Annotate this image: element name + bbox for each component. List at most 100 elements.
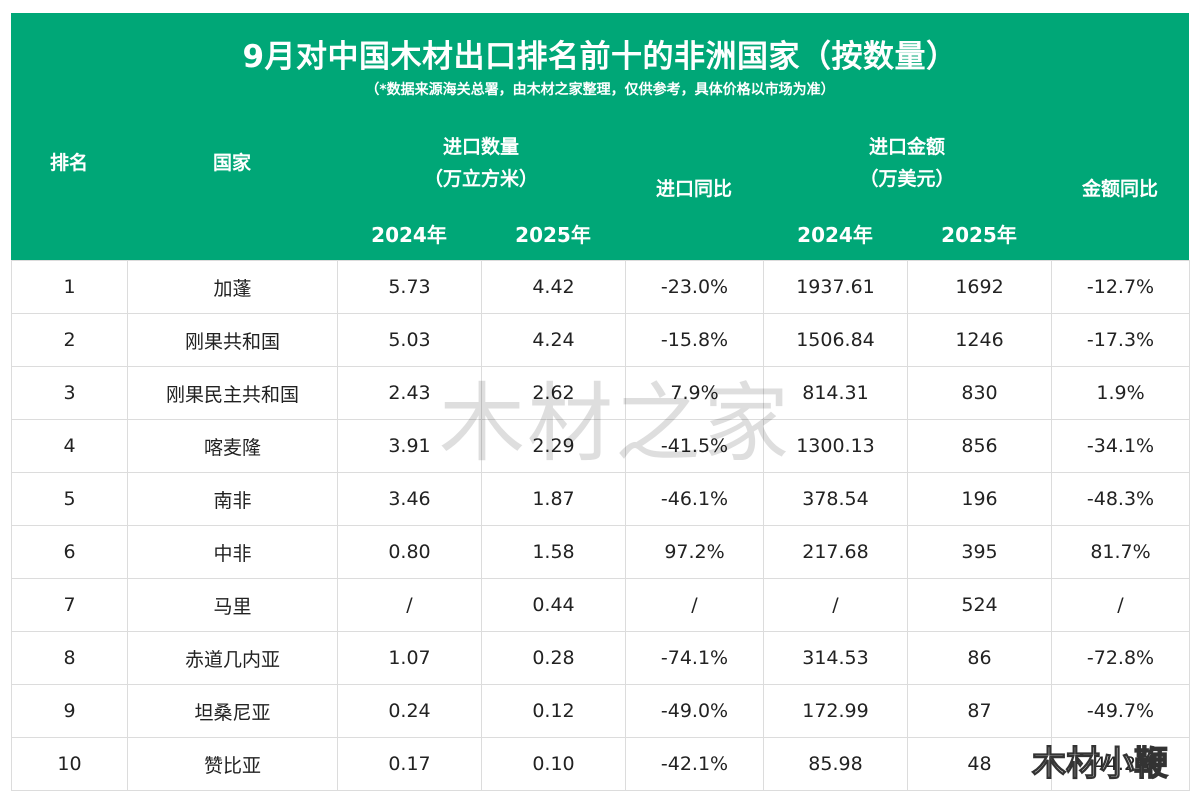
cell-qty-yoy: -74.1% <box>625 631 764 685</box>
cell-country: 喀麦隆 <box>127 419 338 473</box>
cell-amt-2025: 196 <box>907 472 1052 526</box>
cell-amt-yoy: -48.3% <box>1051 472 1190 526</box>
cell-qty-yoy: 7.9% <box>625 366 764 420</box>
header-amt-2024: 2024年 <box>797 223 873 247</box>
data-table: 1 加蓬 5.73 4.42 -23.0% 1937.61 1692 -12.7% 2 刚果共和国… <box>11 260 1190 791</box>
cell-rank: 6 <box>11 525 128 579</box>
cell-qty-2025: 2.62 <box>481 366 626 420</box>
cell-rank: 5 <box>11 472 128 526</box>
page-title: 9月对中国木材出口排名前十的非洲国家（按数量） <box>242 39 958 75</box>
cell-amt-2025: 48 <box>907 737 1052 791</box>
cell-country: 赤道几内亚 <box>127 631 338 685</box>
cell-qty-2024: / <box>337 578 482 632</box>
cell-country: 赞比亚 <box>127 737 338 791</box>
table-row: 7 马里/0.44//524/ <box>11 578 1190 632</box>
cell-qty-2025: 1.58 <box>481 525 626 579</box>
table-body: 1 加蓬 5.73 4.42 -23.0% 1937.61 1692 -12.7% 2 刚果共和国… <box>11 260 1190 791</box>
cell-country: 马里 <box>127 578 338 632</box>
cell-amt-2024: 314.53 <box>763 631 908 685</box>
table-row: 6 中非 0.80 1.58 97.2% 217.68 395 81.7% <box>11 525 1190 579</box>
cell-rank: 7 <box>11 578 128 632</box>
cell-amt-yoy: -44.2% <box>1051 737 1190 791</box>
cell-qty-2025: 0.12 <box>481 684 626 738</box>
header-import-amount: 进口金额 <box>868 136 945 158</box>
table-row: 10 赞比亚 0.17 0.10 -42.1% 85.98 48 -44.2% <box>11 737 1190 791</box>
cell-amt-2024: 378.54 <box>763 472 908 526</box>
table-row: 1 加蓬 5.73 4.42 -23.0% 1937.61 1692 -12.7% <box>11 260 1190 314</box>
cell-qty-2024: 3.91 <box>337 419 482 473</box>
cell-amt-2024: 217.68 <box>763 525 908 579</box>
header-qty-2024: 2024年 <box>371 223 447 247</box>
cell-amt-yoy: / <box>1051 578 1190 632</box>
cell-qty-yoy: -23.0% <box>625 260 764 314</box>
header-amount-yoy: 金额同比 <box>1081 178 1158 200</box>
cell-amt-2024: 814.31 <box>763 366 908 420</box>
cell-qty-2025: 2.29 <box>481 419 626 473</box>
cell-qty-2025: 4.24 <box>481 313 626 367</box>
cell-amt-2025: 1692 <box>907 260 1052 314</box>
cell-amt-yoy: -12.7% <box>1051 260 1190 314</box>
table-row: 9 坦桑尼亚 0.24 0.12 -49.0% 172.99 87 -49.7% <box>11 684 1190 738</box>
table-row: 5 南非 3.46 1.87 -46.1% 378.54 196 -48.3% <box>11 472 1190 526</box>
cell-rank: 1 <box>11 260 128 314</box>
cell-qty-2024: 3.46 <box>337 472 482 526</box>
cell-qty-yoy: -42.1% <box>625 737 764 791</box>
cell-amt-2025: 856 <box>907 419 1052 473</box>
cell-rank: 10 <box>11 737 128 791</box>
table-row: 8 赤道几内亚 1.07 0.28 -74.1% 314.53 86 -72.8% <box>11 631 1190 685</box>
cell-qty-2025: 4.42 <box>481 260 626 314</box>
cell-amt-2024: 1937.61 <box>763 260 908 314</box>
cell-qty-2024: 1.07 <box>337 631 482 685</box>
cell-rank: 9 <box>11 684 128 738</box>
header-country: 国家 <box>212 152 251 174</box>
cell-amt-2024: / <box>763 578 908 632</box>
cell-qty-yoy: / <box>625 578 764 632</box>
cell-rank: 4 <box>11 419 128 473</box>
table-row: 2 刚果共和国 5.03 4.24 -15.8% 1506.84 1246 -17.3% <box>11 313 1190 367</box>
cell-qty-2024: 5.73 <box>337 260 482 314</box>
cell-amt-2025: 395 <box>907 525 1052 579</box>
cell-amt-yoy: 1.9% <box>1051 366 1190 420</box>
page-subtitle: （*数据来源海关总署，由木材之家整理，仅供参考，具体价格以市场为准） <box>365 82 835 98</box>
table-header: 9月对中国木材出口排名前十的非洲国家（按数量） （*数据来源海关总署，由木材之家… <box>11 13 1189 260</box>
cell-amt-yoy: -34.1% <box>1051 419 1190 473</box>
cell-qty-2025: 0.44 <box>481 578 626 632</box>
cell-rank: 8 <box>11 631 128 685</box>
cell-qty-2024: 0.80 <box>337 525 482 579</box>
cell-amt-2024: 1506.84 <box>763 313 908 367</box>
table-row: 4 喀麦隆 3.91 2.29 -41.5% 1300.13 856 -34.1% <box>11 419 1190 473</box>
data-table-sheet: 9月对中国木材出口排名前十的非洲国家（按数量） （*数据来源海关总署，由木材之家… <box>11 13 1190 791</box>
table-row: 3 刚果民主共和国 2.43 2.62 7.9% 814.31 830 1.9% <box>11 366 1190 420</box>
cell-qty-yoy: -46.1% <box>625 472 764 526</box>
cell-qty-2024: 0.24 <box>337 684 482 738</box>
cell-qty-2025: 1.87 <box>481 472 626 526</box>
cell-amt-2025: 524 <box>907 578 1052 632</box>
cell-qty-yoy: 97.2% <box>625 525 764 579</box>
cell-qty-2025: 0.28 <box>481 631 626 685</box>
cell-qty-yoy: -49.0% <box>625 684 764 738</box>
cell-qty-2024: 0.17 <box>337 737 482 791</box>
cell-amt-2025: 86 <box>907 631 1052 685</box>
cell-qty-2024: 5.03 <box>337 313 482 367</box>
cell-amt-2025: 830 <box>907 366 1052 420</box>
header-import-amount-unit: （万美元） <box>859 168 955 190</box>
cell-rank: 2 <box>11 313 128 367</box>
cell-country: 坦桑尼亚 <box>127 684 338 738</box>
cell-rank: 3 <box>11 366 128 420</box>
cell-amt-2024: 85.98 <box>763 737 908 791</box>
cell-country: 刚果共和国 <box>127 313 338 367</box>
cell-amt-yoy: 81.7% <box>1051 525 1190 579</box>
header-amt-2025: 2025年 <box>941 223 1017 247</box>
cell-qty-2025: 0.10 <box>481 737 626 791</box>
cell-country: 中非 <box>127 525 338 579</box>
header-rank: 排名 <box>49 152 88 174</box>
header-import-qty: 进口数量 <box>442 136 519 158</box>
cell-country: 刚果民主共和国 <box>127 366 338 420</box>
cell-qty-yoy: -15.8% <box>625 313 764 367</box>
cell-amt-2025: 1246 <box>907 313 1052 367</box>
cell-amt-2025: 87 <box>907 684 1052 738</box>
cell-amt-2024: 172.99 <box>763 684 908 738</box>
cell-amt-2024: 1300.13 <box>763 419 908 473</box>
header-import-yoy: 进口同比 <box>655 178 732 200</box>
cell-qty-yoy: -41.5% <box>625 419 764 473</box>
